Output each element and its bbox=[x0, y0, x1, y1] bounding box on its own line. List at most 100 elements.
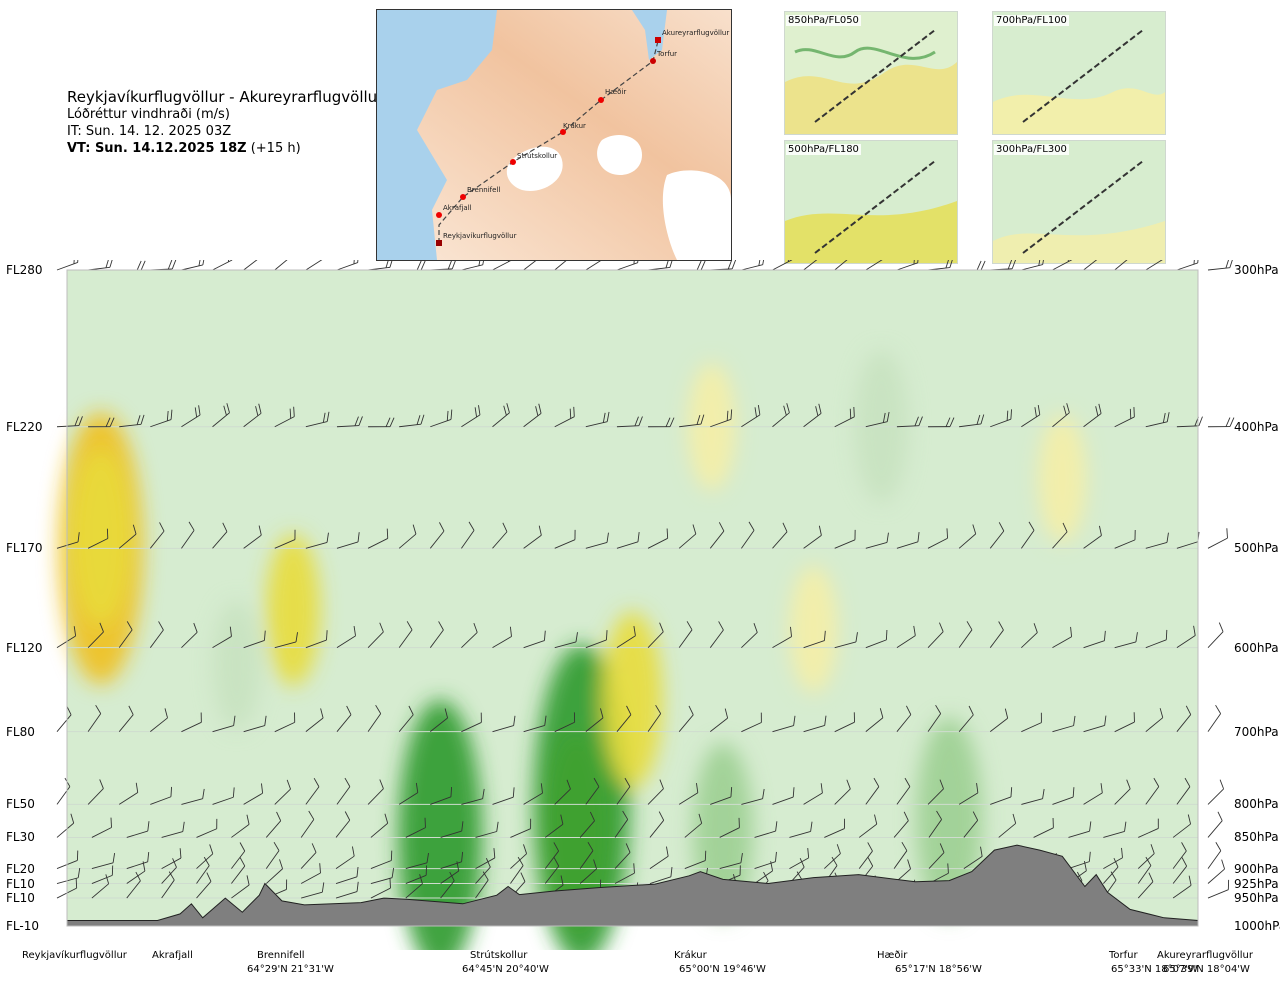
wind-barb-staff bbox=[1137, 853, 1155, 869]
map-label-krakur: Krákur bbox=[563, 122, 586, 130]
wind-barb-feather bbox=[193, 622, 198, 633]
wind-barb-staff bbox=[305, 260, 325, 271]
wind-barb-feather bbox=[758, 260, 762, 266]
wind-barb-feather bbox=[99, 779, 104, 789]
wind-barb-staff bbox=[461, 264, 483, 271]
wind-barb-staff bbox=[429, 629, 444, 648]
wind-barb bbox=[1103, 821, 1127, 838]
wind-barb-staff bbox=[370, 822, 388, 838]
wind-barb-feather bbox=[854, 529, 856, 540]
wind-barb-feather bbox=[286, 779, 291, 790]
wind-barb-feather bbox=[1124, 821, 1127, 832]
wind-barb-feather bbox=[264, 715, 267, 726]
map-sea-west bbox=[377, 10, 497, 260]
wind-barb-staff bbox=[647, 788, 664, 805]
wind-barb-feather bbox=[949, 260, 954, 268]
wind-barb bbox=[803, 260, 822, 271]
wind-barb-feather bbox=[634, 416, 639, 427]
wind-barb-feather bbox=[95, 704, 102, 714]
wind-barb-feather bbox=[917, 260, 920, 263]
wind-barb bbox=[523, 525, 542, 549]
wind-barb-staff bbox=[265, 820, 282, 838]
location-name: Krákur bbox=[674, 950, 707, 961]
wind-barb-feather bbox=[727, 260, 733, 270]
mini-map-300-svg bbox=[993, 141, 1165, 263]
wind-barb-staff bbox=[1114, 641, 1137, 649]
map-marker-krakur bbox=[560, 129, 566, 135]
pressure-label: 1000hPa bbox=[1234, 919, 1280, 933]
wind-barb-staff bbox=[370, 877, 393, 884]
wind-barb-staff bbox=[1145, 717, 1164, 733]
pressure-label: 850hPa bbox=[1234, 830, 1279, 845]
wind-barb-staff bbox=[196, 865, 210, 884]
wind-barb-staff bbox=[678, 533, 697, 549]
wind-barb-staff bbox=[834, 788, 851, 805]
wind-barb bbox=[1207, 260, 1234, 271]
wind-barb bbox=[87, 528, 109, 549]
wind-barb-feather bbox=[543, 630, 546, 641]
wind-barb bbox=[834, 712, 855, 733]
wind-barb-feather bbox=[485, 858, 491, 868]
wind-barb-staff bbox=[1020, 530, 1035, 549]
wind-barb-feather bbox=[258, 403, 262, 414]
wind-barb-feather bbox=[560, 875, 564, 886]
wind-barb-feather bbox=[1193, 260, 1196, 265]
wind-barb-staff bbox=[336, 541, 359, 549]
wind-barb-staff bbox=[87, 631, 104, 648]
wind-barb-staff bbox=[1021, 798, 1043, 805]
wind-barb-feather bbox=[222, 522, 228, 532]
wind-barb bbox=[1114, 779, 1131, 805]
wind-barb-feather bbox=[1113, 857, 1119, 868]
wind-barb-staff bbox=[243, 640, 265, 649]
wind-barb-feather bbox=[633, 625, 636, 636]
wind-barb bbox=[231, 842, 246, 869]
wind-barb bbox=[579, 811, 595, 838]
wind-barb-staff bbox=[741, 798, 763, 805]
wind-barb-staff bbox=[927, 713, 942, 732]
wind-barb-feather bbox=[775, 821, 778, 832]
wind-barb-feather bbox=[593, 859, 597, 869]
wind-barb-feather bbox=[914, 416, 919, 427]
location-coordinate: 64°45'N 20°40'W bbox=[462, 964, 549, 975]
wind-barb bbox=[399, 260, 426, 271]
wind-barb-staff bbox=[367, 713, 382, 732]
wind-barb bbox=[896, 625, 916, 649]
wind-barb-feather bbox=[538, 403, 542, 414]
wind-barb-feather bbox=[569, 408, 572, 419]
wind-barb bbox=[710, 260, 737, 271]
wind-barb bbox=[87, 704, 102, 732]
wind-barb-staff bbox=[300, 819, 315, 838]
wind-barb bbox=[56, 626, 77, 649]
route-title: Reykjavíkurflugvöllur - Akureyrarflugvöl… bbox=[67, 88, 384, 106]
wind-barb-feather bbox=[637, 532, 640, 542]
wind-barb-feather bbox=[1033, 623, 1038, 633]
wind-barb-staff bbox=[614, 872, 635, 884]
wind-barb-staff bbox=[231, 865, 246, 884]
wind-barb bbox=[928, 843, 945, 869]
wind-barb-feather bbox=[907, 859, 911, 870]
wind-barb-feather bbox=[375, 704, 382, 714]
wind-barb-feather bbox=[289, 408, 292, 419]
wind-barb-feather bbox=[77, 532, 80, 543]
wind-barb-staff bbox=[616, 714, 632, 732]
wind-barb bbox=[1207, 704, 1222, 732]
wind-barb-feather bbox=[1148, 872, 1154, 882]
plot-frame bbox=[66, 269, 1199, 927]
wind-barb-staff bbox=[678, 792, 699, 805]
wind-barb bbox=[1021, 260, 1045, 271]
wind-barb-staff bbox=[803, 535, 822, 549]
wind-barb-staff bbox=[367, 631, 384, 648]
wind-barb-feather bbox=[135, 871, 141, 882]
wind-barb-feather bbox=[416, 415, 421, 425]
wind-barb bbox=[1068, 821, 1092, 838]
wind-barb bbox=[679, 414, 705, 428]
wind-barb-feather bbox=[321, 882, 325, 893]
wind-barb-staff bbox=[896, 262, 918, 271]
wind-barb-staff bbox=[1172, 884, 1192, 899]
wind-barb bbox=[741, 623, 758, 648]
wind-barb-staff bbox=[1083, 724, 1105, 733]
wind-barb-feather bbox=[232, 787, 235, 798]
wind-barb-feather bbox=[286, 879, 288, 890]
wind-barb bbox=[87, 622, 104, 648]
wind-barb-feather bbox=[1135, 632, 1138, 643]
